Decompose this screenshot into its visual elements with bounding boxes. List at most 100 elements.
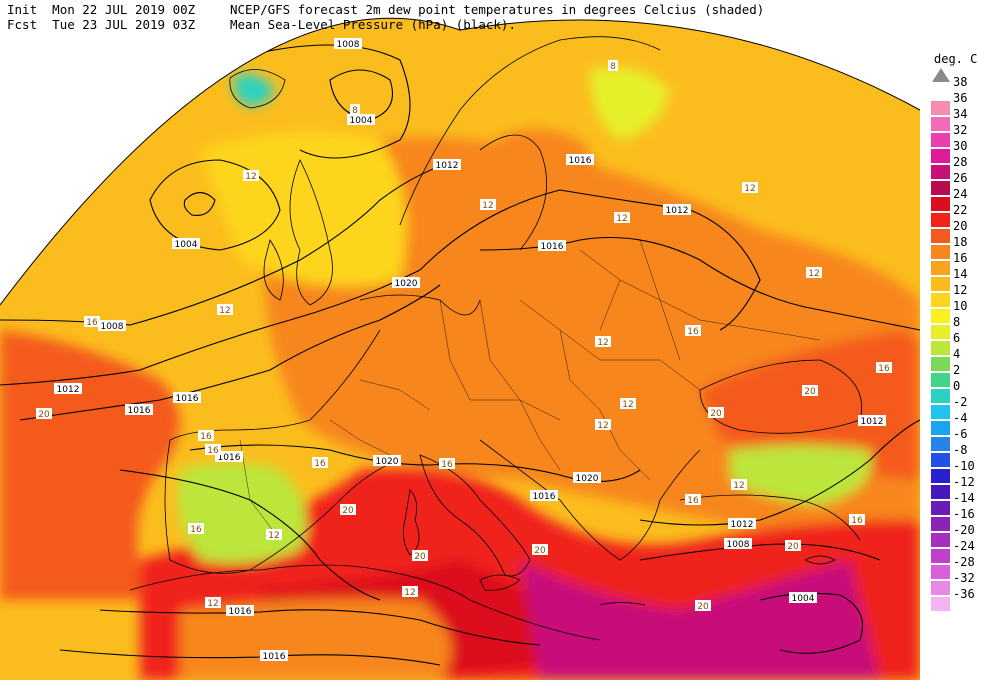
legend-label: -8: [953, 443, 968, 457]
field-iceland: [233, 74, 275, 106]
legend-swatch: [931, 421, 950, 435]
isobar-label-box: [226, 605, 254, 616]
dewpoint-label-box: [532, 544, 548, 555]
dewpoint-label-text: 20: [414, 552, 426, 562]
isobar-label-13: 1016: [215, 451, 243, 463]
dewpoint-label-26: 20: [412, 550, 428, 562]
legend-label: -36: [953, 587, 975, 601]
field-atlantic-warm: [0, 330, 180, 600]
dewpoint-label-32: 16: [205, 444, 221, 456]
init-line: Init Mon 22 JUL 2019 00Z: [7, 2, 195, 17]
dewpoint-label-text: 16: [314, 459, 326, 469]
dewpoint-label-text: 12: [733, 481, 744, 491]
dewpoint-label-box: [614, 212, 630, 223]
isobar-label-text: 1020: [395, 279, 418, 289]
isobar-low-atlantic: [183, 191, 216, 216]
legend-label: -32: [953, 571, 975, 585]
dewpoint-label-text: 12: [219, 306, 230, 316]
isobar-low-north: [329, 69, 394, 121]
legend-row: 6: [926, 331, 1000, 356]
dewpoint-label-5: 12: [614, 212, 630, 224]
isobar-label-text: 1016: [176, 394, 199, 404]
legend-label: 28: [953, 155, 968, 169]
dewpoint-label-23: 16: [188, 523, 204, 535]
isobar-label-text: 1016: [229, 607, 252, 617]
legend-swatch: [931, 485, 950, 499]
dewpoint-label-box: [84, 316, 100, 327]
legend-label: 14: [953, 267, 968, 281]
legend-row: -14: [926, 491, 1000, 516]
dewpoint-label-box: [731, 479, 747, 490]
legend-label: -24: [953, 539, 975, 553]
legend-row: 2: [926, 363, 1000, 388]
dewpoint-label-25: 16: [849, 514, 865, 526]
isobar-label-text: 1012: [436, 161, 459, 171]
legend-row: -2: [926, 395, 1000, 420]
dewpoint-label-text: 16: [207, 446, 219, 456]
isobar-label-text: 1012: [731, 520, 754, 530]
isobar-1012-east: [639, 419, 920, 526]
dewpoint-label-text: 12: [622, 400, 633, 410]
dewpoint-label-20: 12: [731, 479, 747, 491]
legend-swatch: [931, 213, 950, 227]
dewpoint-label-box: [340, 504, 356, 515]
border-lines-central: [439, 299, 701, 481]
dewpoint-label-18: 16: [312, 457, 328, 469]
isobar-label-12: 1012: [858, 415, 886, 427]
dewpoint-label-box: [608, 60, 618, 71]
dewpoint-label-22: 20: [340, 504, 356, 516]
projection-outline: [0, 17, 920, 306]
legend-label: -12: [953, 475, 975, 489]
dewpoint-label-box: [217, 304, 233, 315]
dewpoint-label-text: 20: [787, 542, 799, 552]
isobar-1008-east: [639, 543, 881, 561]
legend-row: -32: [926, 571, 1000, 596]
isobar-label-box: [125, 404, 153, 415]
isobar-label-text: 1008: [101, 322, 124, 332]
legend-swatch: [931, 341, 950, 355]
isobar-label-text: 1016: [218, 453, 241, 463]
field-africa-inland: [180, 598, 452, 680]
legend-label: 22: [953, 203, 968, 217]
legend-swatch: [931, 181, 950, 195]
legend-row: 26: [926, 171, 1000, 196]
legend-swatch: [931, 357, 950, 371]
legend-row: 22: [926, 203, 1000, 228]
legend-swatch: [931, 261, 950, 275]
isobar-label-box: [858, 415, 886, 426]
legend-swatch: [931, 117, 950, 131]
isobar-label-box: [215, 451, 243, 462]
legend-row: 34: [926, 107, 1000, 132]
isobar-1008-north: [229, 44, 411, 159]
isobar-1016-south: [119, 469, 381, 601]
isobar-1016-africa: [99, 609, 541, 646]
isobar-label-8: 1008: [98, 320, 126, 332]
isobar-label-box: [260, 650, 288, 661]
legend-swatch: [931, 453, 950, 467]
dewpoint-label-text: 12: [482, 201, 493, 211]
legend-swatch: [931, 565, 950, 579]
isobar-label-text: 1016: [569, 156, 592, 166]
dewpoint-label-15: 12: [595, 419, 611, 431]
isobar-label-17: 1012: [728, 518, 756, 530]
color-legend: deg. C 38 36 34 32 30 28 26 24 22 20 18 16 14 12 10 8 6 4…: [926, 52, 1000, 612]
isobar-label-7: 1020: [392, 277, 420, 289]
isobar-label-3: 1016: [566, 154, 594, 166]
legend-swatch: [931, 437, 950, 451]
coast-crete: [599, 602, 646, 606]
dewpoint-label-box: [802, 385, 818, 396]
legend-label: -2: [953, 395, 968, 409]
legend-swatch: [931, 469, 950, 483]
legend-row: -4: [926, 411, 1000, 436]
dewpoint-label-box: [36, 408, 52, 419]
dewpoint-label-text: 12: [808, 269, 819, 279]
isobar-1016-far-south: [59, 649, 441, 666]
legend-row: -8: [926, 443, 1000, 468]
isobar-label-10: 1016: [125, 404, 153, 416]
isobar-label-box: [392, 277, 420, 288]
dewpoint-label-7: 12: [217, 304, 233, 316]
legend-swatch: [931, 517, 950, 531]
fcst-line: Fcst Tue 23 JUL 2019 03Z: [7, 17, 195, 32]
dewpoint-label-text: 12: [616, 214, 627, 224]
dewpoint-label-4: 12: [480, 199, 496, 211]
